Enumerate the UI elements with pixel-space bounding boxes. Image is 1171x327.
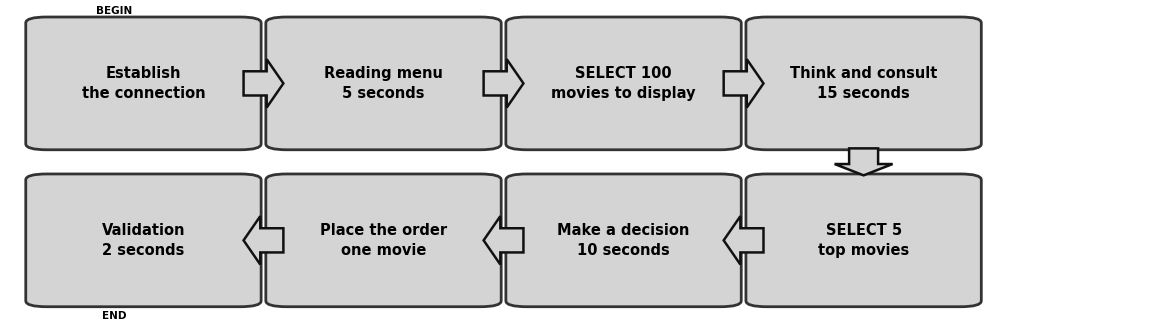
Polygon shape — [724, 216, 763, 265]
Text: Reading menu
5 seconds: Reading menu 5 seconds — [324, 66, 443, 101]
Polygon shape — [244, 59, 283, 108]
Text: SELECT 100
movies to display: SELECT 100 movies to display — [552, 66, 696, 101]
Text: END: END — [102, 311, 126, 321]
FancyBboxPatch shape — [266, 17, 501, 150]
FancyBboxPatch shape — [266, 174, 501, 307]
Text: Establish
the connection: Establish the connection — [82, 66, 205, 101]
Text: Think and consult
15 seconds: Think and consult 15 seconds — [790, 66, 937, 101]
FancyBboxPatch shape — [26, 174, 261, 307]
Text: BEGIN: BEGIN — [96, 6, 132, 16]
FancyBboxPatch shape — [26, 17, 261, 150]
FancyBboxPatch shape — [506, 174, 741, 307]
Polygon shape — [484, 216, 523, 265]
Text: Validation
2 seconds: Validation 2 seconds — [102, 223, 185, 258]
Polygon shape — [244, 216, 283, 265]
FancyBboxPatch shape — [506, 17, 741, 150]
FancyBboxPatch shape — [746, 17, 981, 150]
Text: SELECT 5
top movies: SELECT 5 top movies — [819, 223, 909, 258]
Text: Place the order
one movie: Place the order one movie — [320, 223, 447, 258]
FancyBboxPatch shape — [746, 174, 981, 307]
Polygon shape — [835, 148, 892, 175]
Polygon shape — [484, 59, 523, 108]
Text: Make a decision
10 seconds: Make a decision 10 seconds — [557, 223, 690, 258]
Polygon shape — [724, 59, 763, 108]
